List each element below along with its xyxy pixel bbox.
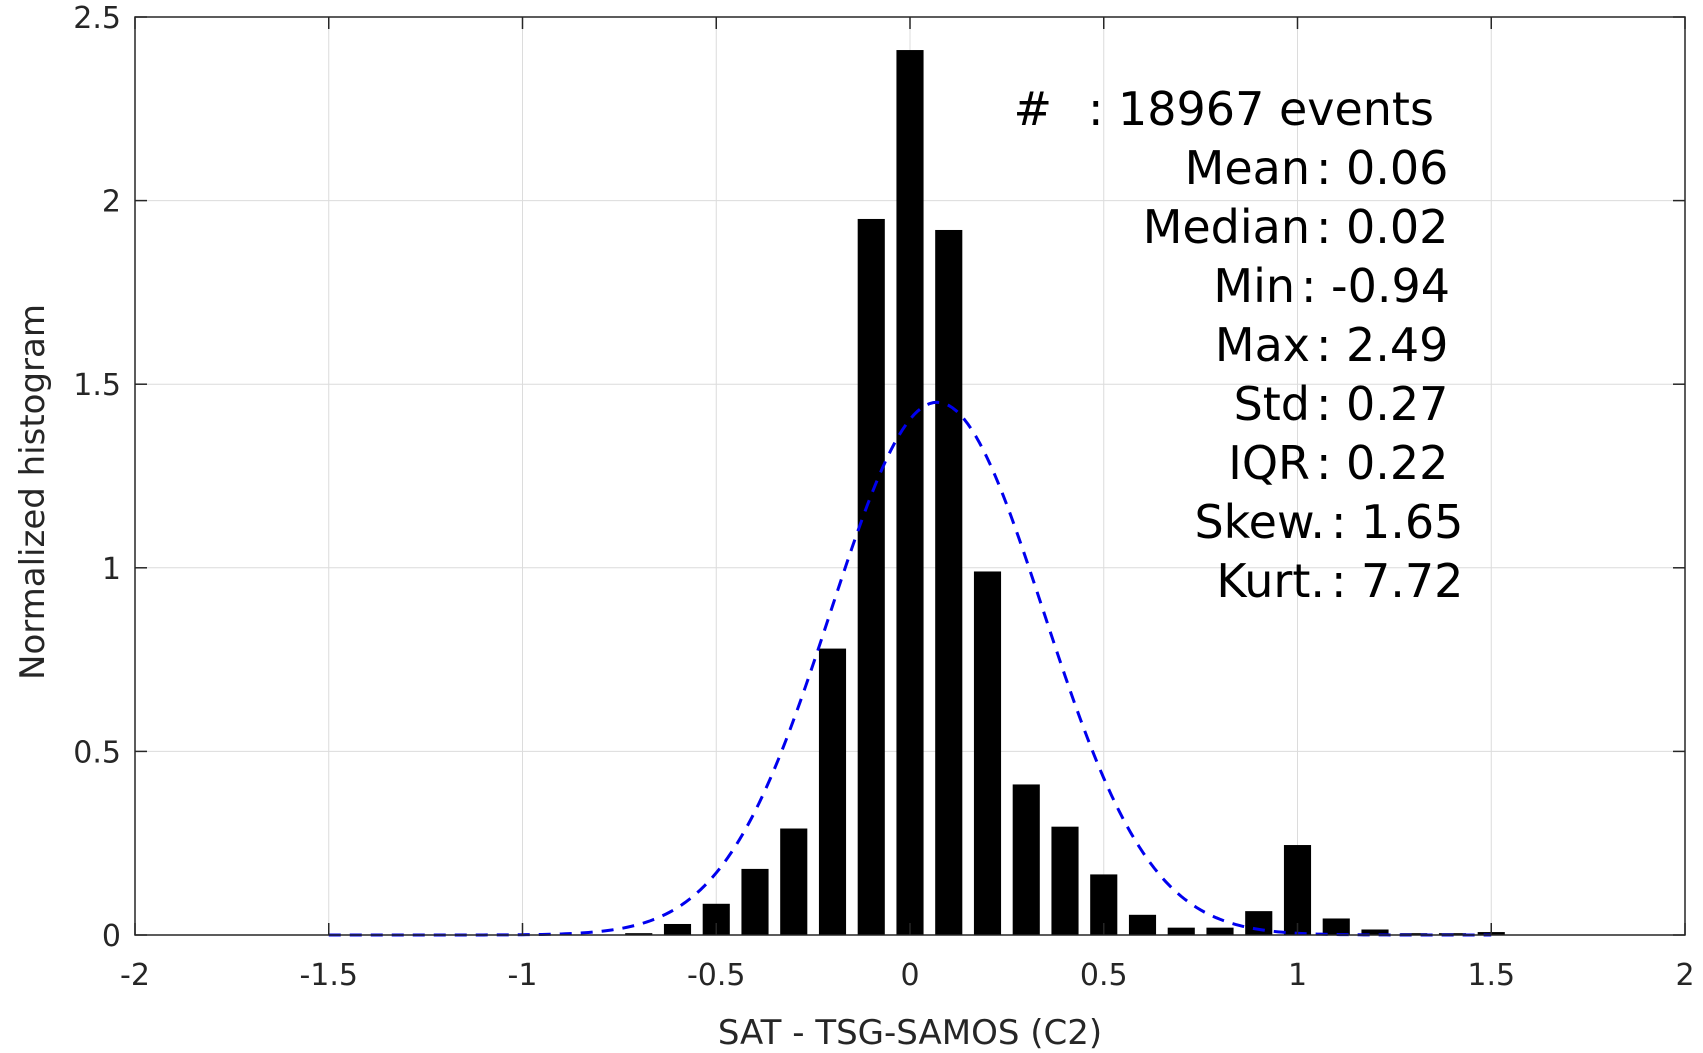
stats-row: IQR :0.22 [1228,436,1448,490]
y-tick-label: 2 [102,185,121,220]
stats-value: 0.27 [1346,377,1448,431]
histogram-bar [1167,927,1195,935]
x-axis-label: SAT - TSG-SAMOS (C2) [718,1013,1102,1053]
y-tick-label: 0.5 [73,735,121,770]
stats-colon: : [1331,495,1347,549]
stats-label: Std [1234,377,1310,431]
histogram-bar [1361,929,1389,935]
histogram-bar [818,648,847,935]
histogram-bars [625,50,1505,936]
tick-marks [134,16,1686,936]
y-tick-labels: 0 0.5 1 1.5 2 2.5 [73,1,121,954]
x-tick-label: -1.5 [299,958,358,993]
histogram-bar [1206,927,1234,935]
stats-label: Median [1143,200,1310,254]
histogram-bar [741,868,769,935]
stats-row: Max :2.49 [1215,318,1449,372]
histogram-bar [780,828,808,935]
stats-value: 18967 events [1118,82,1434,136]
y-tick-label: 0 [102,919,121,954]
histogram-bar [1245,911,1273,935]
stats-colon: : [1316,318,1332,372]
histogram-bar [1400,933,1428,935]
stats-value: 0.06 [1346,141,1448,195]
histogram-bar [896,50,924,936]
y-tick-label: 1 [102,552,121,587]
stats-label: IQR [1228,436,1310,490]
stats-row: Mean :0.06 [1185,141,1449,195]
histogram-bar [663,923,692,935]
histogram-bar [857,218,885,935]
x-tick-label: -2 [120,958,150,993]
stats-label: Skew. [1194,495,1325,549]
y-tick-label: 2.5 [73,1,121,36]
histogram-bar [1051,826,1079,935]
stats-row: Median :0.02 [1143,200,1449,254]
x-tick-labels: -2 -1.5 -1 -0.5 0 0.5 1 1.5 2 [120,958,1695,993]
histogram-bar [935,229,963,935]
stats-row: Kurt. :7.72 [1216,554,1463,608]
stats-value: 2.49 [1346,318,1448,372]
x-tick-label: 2 [1675,958,1694,993]
histogram-bar [1283,845,1312,935]
histogram-bar [973,571,1002,935]
histogram-bar [1128,914,1157,935]
stats-value: 1.65 [1361,495,1463,549]
histogram-bar [625,933,653,935]
stats-colon: : [1316,141,1332,195]
stats-row: Min : -0.94 [1213,259,1450,313]
stats-colon: : [1088,82,1104,136]
stats-label: Min [1213,259,1295,313]
x-tick-label: -0.5 [687,958,746,993]
stats-label: # [1013,82,1052,136]
stats-value: 0.02 [1346,200,1448,254]
x-tick-label: 1.5 [1467,958,1515,993]
stats-row: Std :0.27 [1234,377,1449,431]
x-tick-label: 0.5 [1080,958,1128,993]
stats-row: Skew. :1.65 [1194,495,1463,549]
y-axis-label: Normalized histogram [13,304,53,680]
stats-colon: : [1316,436,1332,490]
histogram-bar [1012,784,1040,935]
stats-colon: : [1316,377,1332,431]
stats-value: 0.22 [1346,436,1448,490]
histogram-bar [1322,918,1350,935]
stats-label: Max [1215,318,1310,372]
stats-label: Kurt. [1216,554,1325,608]
stats-colon: : [1316,200,1332,254]
stats-row: # :18967 events [1013,82,1433,136]
stats-value: 7.72 [1361,554,1463,608]
x-tick-label: 1 [1288,958,1307,993]
stats-label: Mean [1185,141,1310,195]
stats-value: -0.94 [1331,259,1450,313]
stats-colon: : [1301,259,1317,313]
x-tick-label: -1 [508,958,538,993]
x-tick-label: 0 [900,958,919,993]
stats-colon: : [1331,554,1347,608]
y-tick-label: 1.5 [73,368,121,403]
